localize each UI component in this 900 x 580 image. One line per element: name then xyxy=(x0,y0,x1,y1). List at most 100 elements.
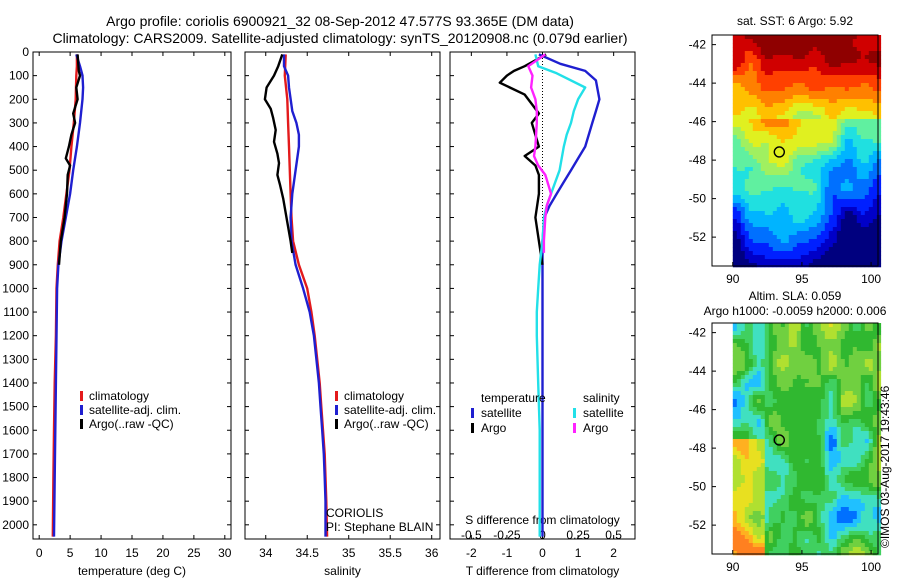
map-cell xyxy=(876,487,882,492)
map-cell xyxy=(752,63,758,68)
map-cell xyxy=(820,259,826,264)
map-cell xyxy=(852,431,858,436)
map-cell xyxy=(760,127,766,132)
map-cell xyxy=(760,95,766,100)
map-cell xyxy=(760,499,766,504)
map-cell xyxy=(860,551,866,556)
map-cell xyxy=(764,483,770,488)
map-cell xyxy=(804,243,810,248)
map-cell xyxy=(764,547,770,552)
map-cell xyxy=(816,467,822,472)
map-cell xyxy=(868,223,874,228)
map-cell xyxy=(768,503,774,508)
map-cell xyxy=(788,187,794,192)
map-cell xyxy=(756,183,762,188)
map-cell xyxy=(820,199,826,204)
map-cell xyxy=(788,223,794,228)
map-cell xyxy=(824,535,830,540)
map-cell xyxy=(832,83,838,88)
map-cell xyxy=(828,487,834,492)
map-cell xyxy=(768,115,774,120)
map-cell xyxy=(840,107,846,112)
map-cell xyxy=(868,327,874,332)
map-cell xyxy=(800,51,806,56)
map-cell xyxy=(772,167,778,172)
map-cell xyxy=(772,215,778,220)
map-cell xyxy=(832,151,838,156)
map-cell xyxy=(856,83,862,88)
map-cell xyxy=(808,67,814,72)
map-cell xyxy=(744,391,750,396)
map-cell xyxy=(740,331,746,336)
map-cell xyxy=(816,99,822,104)
map-frame xyxy=(711,322,879,555)
map-cell xyxy=(788,99,794,104)
map-cell xyxy=(804,119,810,124)
map-cell xyxy=(828,199,834,204)
map-cell xyxy=(864,215,870,220)
map-cell xyxy=(812,483,818,488)
map-cell xyxy=(736,431,742,436)
map-cell xyxy=(780,491,786,496)
y-tick-label: 900 xyxy=(9,258,29,272)
map-cell xyxy=(736,51,742,56)
map-cell xyxy=(816,515,822,520)
map-cell xyxy=(872,91,878,96)
map-cell xyxy=(816,403,822,408)
map-cell xyxy=(844,379,850,384)
map-cell xyxy=(812,439,818,444)
map-cell xyxy=(772,495,778,500)
map-cell xyxy=(776,455,782,460)
map-cell xyxy=(844,463,850,468)
map-cell xyxy=(868,159,874,164)
map-cell xyxy=(772,187,778,192)
map-cell xyxy=(868,383,874,388)
map-cell xyxy=(752,491,758,496)
map-cell xyxy=(868,155,874,160)
map-cell xyxy=(848,531,854,536)
map-cell xyxy=(804,499,810,504)
map-cell xyxy=(860,379,866,384)
map-cell xyxy=(776,259,782,264)
map-cell xyxy=(800,447,806,452)
map-cell xyxy=(792,371,798,376)
map-cell xyxy=(852,75,858,80)
map-cell xyxy=(840,163,846,168)
map-cell xyxy=(796,463,802,468)
y-tick-label: 0 xyxy=(22,45,29,59)
map-cell xyxy=(812,207,818,212)
map-cell xyxy=(868,471,874,476)
map-cell xyxy=(784,147,790,152)
map-cell xyxy=(828,167,834,172)
map-cell xyxy=(844,395,850,400)
map-cell xyxy=(856,459,862,464)
map-cell xyxy=(836,411,842,416)
map-cell xyxy=(788,423,794,428)
map-cell xyxy=(804,235,810,240)
map-cell xyxy=(832,207,838,212)
map-cell xyxy=(800,55,806,60)
map-cell xyxy=(760,487,766,492)
map-cell xyxy=(828,363,834,368)
map-cell xyxy=(776,531,782,536)
map-cell xyxy=(784,151,790,156)
map-cell xyxy=(776,187,782,192)
map-cell xyxy=(776,391,782,396)
map-cell xyxy=(852,39,858,44)
map-cell xyxy=(756,435,762,440)
map-cell xyxy=(852,423,858,428)
map-cell xyxy=(852,399,858,404)
map-cell xyxy=(756,467,762,472)
map-cell xyxy=(864,223,870,228)
map-cell xyxy=(868,495,874,500)
map-cell xyxy=(804,455,810,460)
map-cell xyxy=(816,239,822,244)
map-cell xyxy=(860,111,866,116)
map-cell xyxy=(836,487,842,492)
map-cell xyxy=(748,175,754,180)
map-cell xyxy=(796,55,802,60)
map-cell xyxy=(824,547,830,552)
map-cell xyxy=(828,255,834,260)
map-cell xyxy=(868,467,874,472)
map-cell xyxy=(780,327,786,332)
